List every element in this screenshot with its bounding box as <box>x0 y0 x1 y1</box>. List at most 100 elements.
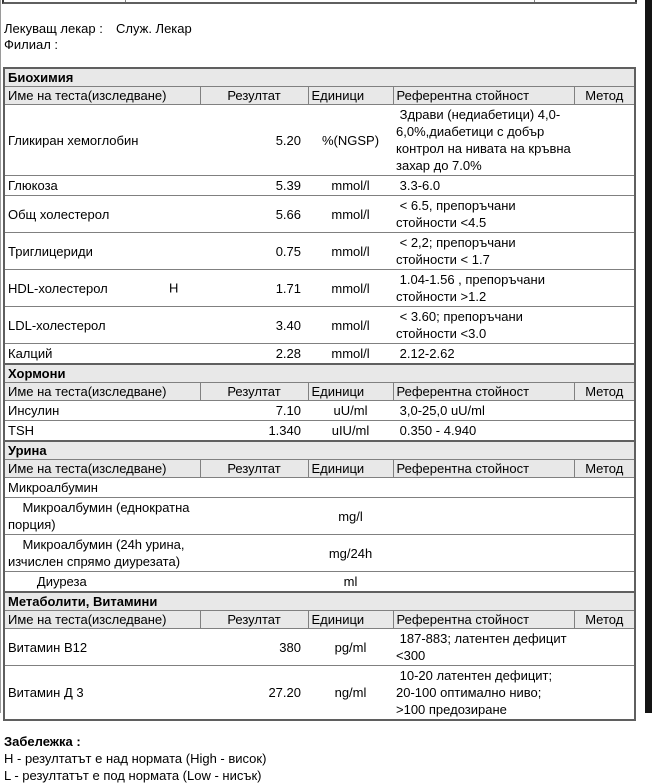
attending-doctor-line: Лекуващ лекар : Служ. Лекар <box>4 20 645 36</box>
column-header-row: Име на теста(изследване) Резултат Единици Р… <box>3 459 636 478</box>
test-units: mmol/l <box>308 232 393 270</box>
test-units: ml <box>308 571 393 592</box>
test-row: Калций 2.28 mmol/l 2.12-2.62 <box>4 343 636 364</box>
column-header: Име на теста(изследване) <box>3 86 201 105</box>
footnote-high-flag-explanation: H - резултатът е над нормата (High - вис… <box>4 751 267 766</box>
reference-value: 0.350 - 4.940 <box>393 420 574 441</box>
test-name: Гликиран хемоглобин <box>4 104 200 176</box>
test-name-text: Общ холестерол <box>8 206 110 222</box>
section-title: Урина <box>4 440 636 460</box>
remnant-cell <box>4 0 126 2</box>
reference-value: < 3.60; препоръчани стойности <3.0 <box>393 306 574 344</box>
test-units: mmol/l <box>308 343 393 364</box>
column-header: Референтна стойност <box>392 382 575 401</box>
test-units: mg/24h <box>308 534 393 572</box>
test-method <box>574 104 636 176</box>
test-name: Микроалбумин (24h урина, изчислен спрямо… <box>4 534 200 572</box>
test-row: TSH 1.340 uIU/ml 0.350 - 4.940 <box>4 420 636 441</box>
column-header-row: Име на теста(изследване) Резултат Единици Р… <box>3 382 636 401</box>
section-band-row: Биохимия <box>4 67 636 87</box>
section-title: Метаболити, Витамини <box>4 591 636 611</box>
test-result <box>200 571 308 592</box>
test-row: LDL-холестерол 3.40 mmol/l < 3.60; препоръ… <box>4 306 636 344</box>
test-result: 5.66 <box>200 195 308 233</box>
report-table-body: Биохимия Име на теста(изследване) Резултат… <box>3 67 636 720</box>
branch-line: Филиал : <box>4 36 645 52</box>
test-name: Витамин B12 <box>4 628 200 666</box>
column-header-row: Име на теста(изследване) Резултат Единици Р… <box>3 86 636 105</box>
test-group-name: Микроалбумин <box>4 477 636 498</box>
column-header: Резултат <box>199 459 309 478</box>
test-name: Общ холестерол <box>4 195 200 233</box>
column-header: Резултат <box>199 86 309 105</box>
test-row: Триглицериди 0.75 mmol/l < 2,2; препоръчан… <box>4 232 636 270</box>
test-method <box>574 195 636 233</box>
test-name-text: Микроалбумин (24h урина, изчислен спрямо… <box>8 537 189 569</box>
column-header: Метод <box>573 459 636 478</box>
test-name-text: Витамин Д 3 <box>8 685 84 700</box>
reference-value: 187-883; латентен дефицит <300 <box>393 628 574 666</box>
test-row: Глюкоза 5.39 mmol/l 3.3-6.0 <box>4 175 636 196</box>
reference-value: 10-20 латентен дефицит; 20-100 оптимално… <box>393 665 574 720</box>
column-header: Име на теста(изследване) <box>3 610 201 629</box>
section-band-row: Урина <box>4 440 636 460</box>
test-result: 7.10 <box>200 400 308 421</box>
test-name-text: HDL-холестерол <box>8 280 108 296</box>
test-units: mmol/l <box>308 269 393 307</box>
test-name-text: Инсулин <box>8 403 60 418</box>
test-method <box>574 343 636 364</box>
test-units: %(NGSP) <box>308 104 393 176</box>
test-name-text: Диуреза <box>8 574 87 589</box>
test-units: ng/ml <box>308 665 393 720</box>
reference-value: 3,0-25,0 uU/ml <box>393 400 574 421</box>
attending-doctor-label: Лекуващ лекар : <box>4 21 103 36</box>
test-method <box>574 269 636 307</box>
column-header: Име на теста(изследване) <box>3 459 201 478</box>
column-header: Единици <box>307 382 394 401</box>
column-header: Метод <box>573 382 636 401</box>
test-name-text: Глюкоза <box>8 178 58 193</box>
test-units: mmol/l <box>308 195 393 233</box>
document-header: Лекуващ лекар : Служ. Лекар Филиал : <box>4 20 645 52</box>
test-name-text: TSH <box>8 423 34 438</box>
test-method <box>574 534 636 572</box>
test-name-text: LDL-холестерол <box>8 317 106 333</box>
test-row: Гликиран хемоглобин 5.20 %(NGSP) Здрави (н… <box>4 104 636 176</box>
test-name: LDL-холестерол <box>4 306 200 344</box>
reference-value: Здрави (недиабетици) 4,0-6,0%,диабетици … <box>393 104 574 176</box>
test-result: 1.71 <box>200 269 308 307</box>
vertical-scrollbar[interactable] <box>645 0 652 713</box>
column-header: Резултат <box>199 382 309 401</box>
test-units: mg/l <box>308 497 393 535</box>
test-units: uU/ml <box>308 400 393 421</box>
column-header-row: Име на теста(изследване) Резултат Единици Р… <box>3 610 636 629</box>
test-name-text: Гликиран хемоглобин <box>8 132 139 148</box>
test-method <box>574 175 636 196</box>
column-header: Метод <box>573 610 636 629</box>
test-row: Общ холестерол 5.66 mmol/l < 6.5, препоръч… <box>4 195 636 233</box>
footnote-title: Забележка : <box>4 734 81 749</box>
reference-value: < 2,2; препоръчани стойности < 1.7 <box>393 232 574 270</box>
section-title: Хормони <box>4 363 636 383</box>
test-result: 2.28 <box>200 343 308 364</box>
test-name: Микроалбумин (еднократна порция) <box>4 497 200 535</box>
reference-value: < 6.5, препоръчани стойности <4.5 <box>393 195 574 233</box>
test-result: 5.39 <box>200 175 308 196</box>
footnote-low-flag-explanation: L - резултатът е под нормата (Low - нисъ… <box>4 768 262 783</box>
test-units: mmol/l <box>308 175 393 196</box>
column-header: Единици <box>307 86 394 105</box>
test-name: Инсулин <box>4 400 200 421</box>
test-name-text: Калций <box>8 346 53 361</box>
test-units: mmol/l <box>308 306 393 344</box>
column-header: Референтна стойност <box>392 459 575 478</box>
test-method <box>574 400 636 421</box>
test-row: Витамин Д 3 27.20 ng/ml 10-20 латентен деф… <box>4 665 636 720</box>
test-name: TSH <box>4 420 200 441</box>
test-row: HDL-холестерол H 1.71 mmol/l 1.04-1.56 , пр… <box>4 269 636 307</box>
test-result <box>200 497 308 535</box>
test-name: Диуреза <box>4 571 200 592</box>
section-title: Биохимия <box>4 67 636 87</box>
test-row: Микроалбумин (еднократна порция) mg/l <box>4 497 636 535</box>
abnormal-flag: H <box>169 280 179 296</box>
column-header: Референтна стойност <box>392 610 575 629</box>
